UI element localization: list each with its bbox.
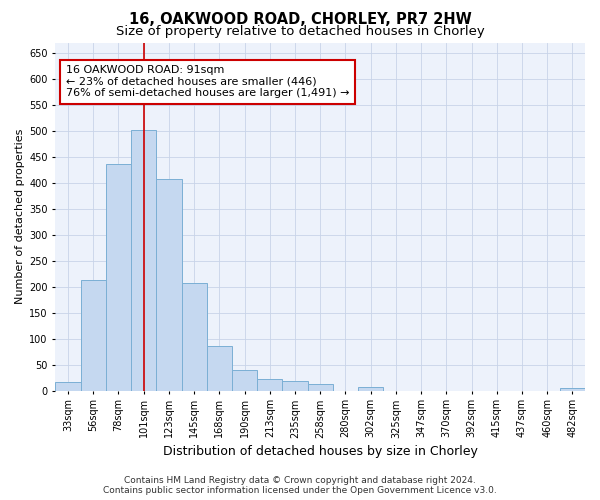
Text: 16 OAKWOOD ROAD: 91sqm
← 23% of detached houses are smaller (446)
76% of semi-de: 16 OAKWOOD ROAD: 91sqm ← 23% of detached… [66,65,350,98]
Bar [257,379,283,390]
Bar [157,178,182,390]
Bar [283,380,308,390]
Bar [207,346,232,391]
X-axis label: Distribution of detached houses by size in Chorley: Distribution of detached houses by size … [163,444,478,458]
Text: Contains public sector information licensed under the Open Government Licence v3: Contains public sector information licen… [103,486,497,495]
Bar [55,382,80,390]
Text: Contains HM Land Registry data © Crown copyright and database right 2024.: Contains HM Land Registry data © Crown c… [124,476,476,485]
Bar [131,130,157,390]
Y-axis label: Number of detached properties: Number of detached properties [15,129,25,304]
Bar [106,164,131,390]
Bar [308,384,333,390]
Bar [560,388,585,390]
Bar [358,387,383,390]
Bar [232,370,257,390]
Bar [182,283,207,391]
Text: Size of property relative to detached houses in Chorley: Size of property relative to detached ho… [116,25,484,38]
Bar [80,280,106,390]
Text: 16, OAKWOOD ROAD, CHORLEY, PR7 2HW: 16, OAKWOOD ROAD, CHORLEY, PR7 2HW [128,12,472,28]
